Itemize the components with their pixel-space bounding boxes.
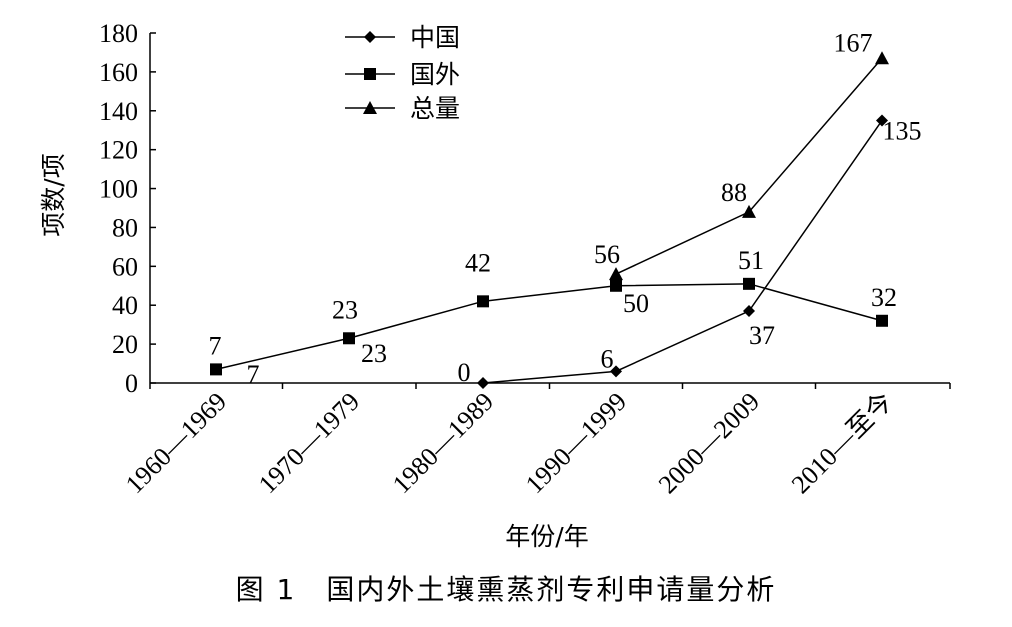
x-axis-ticks: 1960—1969 1970—1979 1980—1989 1990—1999 2000…: [120, 383, 951, 499]
y-tick-label: 80: [112, 213, 138, 242]
x-tick-label: 2010—至今: [786, 387, 898, 499]
x-tick-label: 2000—2009: [653, 387, 765, 499]
series-line-2: [215, 283, 883, 371]
data-label: 32: [871, 283, 897, 312]
legend-marker-triangle-icon: [363, 101, 377, 114]
series-line-3: [615, 57, 883, 275]
data-label: 37: [749, 321, 775, 350]
series-markers: [210, 51, 889, 389]
data-point: [610, 365, 622, 378]
x-tick-label: 1990—1999: [520, 387, 632, 499]
series-lines: [215, 57, 883, 384]
x-tick-label: 1960—1969: [120, 387, 232, 499]
data-labels: 7 23 0 6 37 135 7 23 42 50 51 32 56 88 167: [209, 28, 922, 389]
legend-marker-diamond-icon: [364, 31, 376, 43]
data-label: 7: [209, 331, 222, 360]
data-label: 50: [623, 289, 649, 318]
data-label: 167: [834, 28, 873, 57]
data-point: [743, 305, 755, 318]
data-point: [876, 314, 888, 327]
data-label: 51: [738, 246, 764, 275]
data-label: 23: [332, 295, 358, 324]
y-axis-title: 项数/项: [39, 153, 68, 236]
y-tick-label: 60: [112, 252, 138, 281]
data-point: [743, 277, 755, 290]
data-label: 42: [465, 248, 491, 277]
legend-label: 国外: [410, 60, 460, 89]
data-point: [343, 332, 355, 345]
y-axis-ticks: 0 20 40 60 80 100 120 140 160 180: [99, 19, 156, 398]
data-label: 0: [458, 358, 471, 387]
y-tick-label: 40: [112, 291, 138, 320]
data-point: [210, 363, 222, 376]
series-line-1: [482, 120, 883, 384]
x-axis-title: 年份/年: [505, 522, 588, 551]
y-tick-label: 0: [125, 369, 138, 398]
legend-marker-square-icon: [364, 68, 376, 80]
data-point: [876, 114, 888, 127]
y-tick-label: 120: [99, 136, 138, 165]
figure-caption: 图 1 国内外土壤熏蒸剂专利申请量分析: [235, 573, 777, 606]
data-point: [477, 377, 489, 389]
data-point: [609, 267, 623, 281]
data-label: 88: [721, 178, 747, 207]
y-tick-label: 180: [99, 19, 138, 48]
x-tick-label: 1980—1989: [387, 387, 499, 499]
y-tick-label: 100: [99, 175, 138, 204]
legend-label: 中国: [410, 23, 460, 52]
legend-label: 总量: [410, 94, 460, 123]
data-label: 135: [883, 117, 922, 146]
data-point: [610, 279, 622, 292]
y-tick-label: 160: [99, 58, 138, 87]
data-label: 56: [594, 240, 620, 269]
data-label: 7: [247, 360, 260, 389]
x-tick-label: 1970—1979: [253, 387, 365, 499]
data-point: [742, 204, 756, 218]
chart-axes: [149, 33, 950, 384]
y-tick-label: 140: [99, 97, 138, 126]
data-label: 23: [361, 339, 387, 368]
data-label: 6: [601, 344, 614, 373]
data-point: [875, 51, 889, 65]
y-tick-label: 20: [112, 330, 138, 359]
data-point: [477, 295, 489, 308]
